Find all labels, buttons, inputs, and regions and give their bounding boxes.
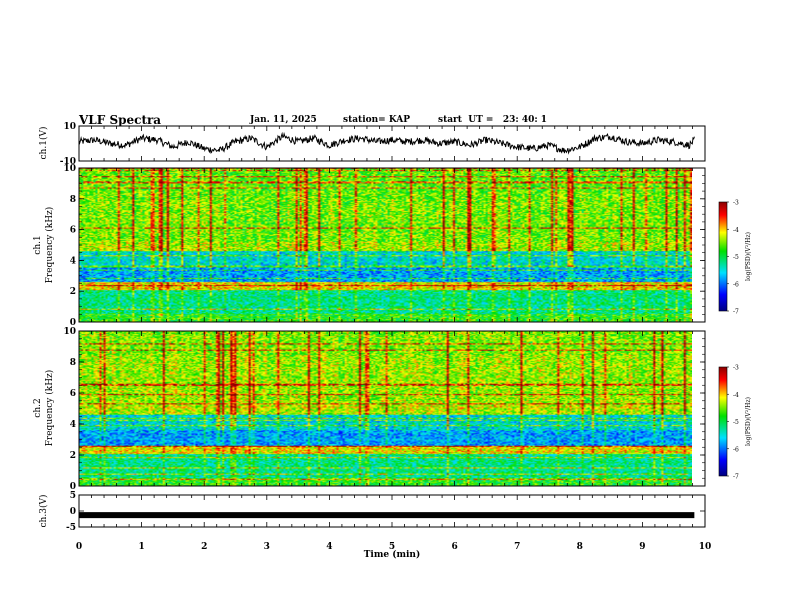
y-tick-label: 5 <box>70 491 76 501</box>
y-tick-label: 10 <box>63 164 76 174</box>
colorbar-tick-label: -6 <box>733 281 739 288</box>
x-tick-label: 0 <box>76 542 82 552</box>
y-tick-label: 0 <box>70 482 76 492</box>
y-tick-label: 0 <box>70 318 76 328</box>
ch2-spectrogram-image <box>79 331 692 486</box>
ch2-channel-label: ch.2 <box>33 398 43 417</box>
colorbar-gradient <box>718 366 728 477</box>
ch1-spectrogram-image <box>79 168 692 322</box>
x-tick-label: 4 <box>326 542 332 552</box>
ch1-spectrogram-panel: 0 2 4 6 8 10 ch.1 Frequency (kHz) <box>33 164 706 328</box>
date-label: Jan. 11, 2025 <box>250 115 317 125</box>
y-tick-label: 10 <box>63 327 76 337</box>
ch2-colorbar: -3 -4 -5 -6 -7 log(PSD)(V²/Hz) <box>718 365 752 481</box>
x-tick-label: 3 <box>264 542 270 552</box>
ch1-y-ticks: 10 -10 <box>60 122 705 167</box>
colorbar-tick-label: -7 <box>733 309 739 316</box>
x-tick-label: 10 <box>699 542 712 552</box>
colorbar-tick-label: -3 <box>733 200 739 207</box>
ch2-spectrogram-panel: 0 2 4 6 8 10 ch.2 Frequency (kHz) <box>33 327 706 492</box>
colorbar-tick-label: -5 <box>733 419 739 426</box>
colorbar-tick-label: -4 <box>733 227 739 234</box>
x-tick-label: 8 <box>577 542 583 552</box>
y-tick-label: 8 <box>70 358 76 368</box>
y-tick-label: 4 <box>70 256 76 266</box>
x-axis-ticks <box>78 126 706 527</box>
station-label: station= KAP <box>343 115 411 125</box>
colorbar-gradient <box>718 201 728 312</box>
y-tick-label: -10 <box>60 157 76 167</box>
x-axis-label: Time (min) <box>364 549 421 560</box>
x-tick-label: 5 <box>389 542 395 552</box>
x-axis-tick-labels: 0 1 2 3 4 5 6 7 8 9 10 <box>76 542 711 552</box>
colorbar-tick-label: -5 <box>733 254 739 261</box>
x-tick-label: 6 <box>451 542 457 552</box>
y-tick-label: 10 <box>63 122 76 132</box>
colorbar-label: log(PSD)(V²/Hz) <box>745 232 752 281</box>
y-tick-label: -5 <box>66 523 76 533</box>
x-tick-label: 9 <box>639 542 645 552</box>
x-tick-label: 1 <box>138 542 144 552</box>
y-tick-label: 6 <box>70 226 76 236</box>
x-tick-label: 7 <box>514 542 520 552</box>
y-tick-label: 4 <box>70 420 76 430</box>
ch1-waveform-ylabel: ch.1(V) <box>38 127 49 160</box>
ch1-waveform-series-line <box>79 131 695 155</box>
x-tick-label: 2 <box>201 542 207 552</box>
ch3-waveform-ylabel: ch.3(V) <box>38 495 49 528</box>
ch1-channel-label: ch.1 <box>33 235 43 254</box>
y-tick-label: 6 <box>70 389 76 399</box>
y-tick-label: 8 <box>70 195 76 205</box>
ch2-spectrogram-y-ticks: 0 2 4 6 8 10 <box>63 327 705 492</box>
start-time-label: start UT = 23: 40: 1 <box>438 115 548 125</box>
ch1-spectrogram-y-ticks: 0 2 4 6 8 10 <box>63 164 705 328</box>
ch3-y-ticks: 5 0 -5 <box>66 491 705 533</box>
colorbar-tick-label: -4 <box>733 392 739 399</box>
colorbar-tick-label: -6 <box>733 446 739 453</box>
ch1-colorbar: -3 -4 -5 -6 -7 log(PSD)(V²/Hz) <box>718 200 752 316</box>
colorbar-tick-label: -3 <box>733 365 739 372</box>
y-tick-label: 0 <box>70 507 76 517</box>
y-tick-label: 2 <box>70 451 76 461</box>
ch1-frequency-label: Frequency (kHz) <box>44 207 55 284</box>
chart-title: VLF Spectra <box>79 113 162 127</box>
colorbar-label: log(PSD)(V²/Hz) <box>745 397 752 446</box>
colorbar-tick-label: -7 <box>733 474 739 481</box>
ch2-frequency-label: Frequency (kHz) <box>44 370 55 447</box>
y-tick-label: 2 <box>70 287 76 297</box>
ch1-waveform-frame <box>78 125 706 162</box>
